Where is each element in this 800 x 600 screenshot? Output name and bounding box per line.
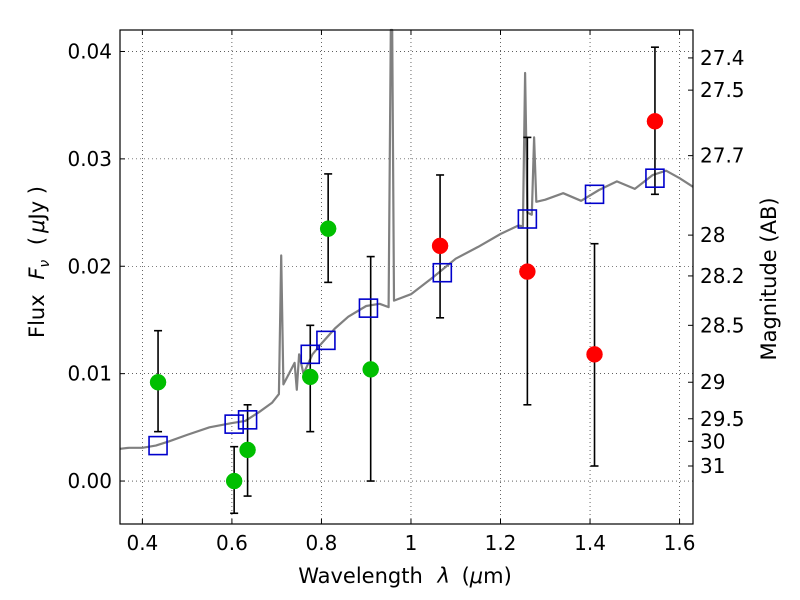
photometry-point: [149, 373, 167, 391]
photometry-point: [519, 263, 536, 280]
y2-axis-label: Magnitude (AB): [757, 197, 781, 360]
y-axis-label-symbol: F: [25, 267, 49, 280]
y2-tick-label: 27.5: [700, 78, 745, 102]
x-axis-label-text: Wavelength: [298, 564, 423, 588]
model-square-marker: [432, 262, 453, 283]
model-square-marker: [316, 330, 336, 351]
x-tick-label: 0.4: [126, 531, 158, 555]
model-square-marker: [224, 414, 244, 434]
y2-tick-label: 27.4: [700, 46, 745, 70]
model-spectrum: [119, 28, 694, 450]
x-tick-label: 0.6: [216, 531, 248, 555]
y2-tick-label: 30: [700, 429, 725, 453]
photometry-point: [225, 472, 243, 490]
y2-tick-label: 28.2: [700, 264, 745, 288]
model-spectrum-line: [119, 28, 694, 450]
y-axis-label-text: Flux: [25, 294, 49, 338]
y-axis-label: Flux Fν ( μJy ): [25, 186, 54, 338]
y-tick-label: 0.04: [67, 39, 112, 63]
y-tick-label: 0.02: [67, 254, 112, 278]
grid-lines: [120, 30, 693, 524]
x-tick-label: 1.4: [574, 531, 606, 555]
y2-tick-label: 29: [700, 370, 725, 394]
x-axis-label-unit-rest: m): [483, 564, 512, 588]
model-square-marker: [584, 184, 605, 205]
x-tick-label: 1: [405, 531, 418, 555]
data-markers: [148, 113, 665, 490]
y2-tick-label: 29.5: [700, 407, 745, 431]
x-axis-label-unit-mu: μ: [469, 564, 483, 588]
model-square-marker: [645, 168, 665, 188]
photometry-point: [239, 441, 256, 459]
photometry-point: [431, 237, 449, 255]
photometry-point: [646, 113, 664, 130]
photometry-point: [302, 368, 319, 386]
y-axis-label-unit-rest: Jy ): [25, 186, 49, 222]
x-axis-label: Wavelength λ (μm): [298, 564, 512, 588]
photometry-point: [586, 346, 603, 363]
model-square-marker: [517, 209, 538, 229]
x-tick-label: 0.8: [306, 531, 338, 555]
y-tick-label: 0.00: [67, 469, 112, 493]
y-tick-label: 0.03: [67, 147, 112, 171]
y-tick-label: 0.01: [67, 362, 112, 386]
model-square-marker: [358, 298, 379, 318]
x-tick-label: 1.6: [664, 531, 696, 555]
x-axis-label-unit-open: (: [462, 564, 470, 588]
y-axis-label-unit-mu: μ: [25, 219, 49, 233]
y2-tick-label: 27.7: [700, 144, 745, 168]
y2-tick-label: 28: [700, 223, 725, 247]
axis-ticks: 0.4 0.6 0.8 1 1.2 1.4 1.6 0.00 0.01 0.02 0.03 0.04 2…: [67, 30, 745, 555]
y-axis-label-unit-open: (: [25, 237, 49, 245]
error-bars: [154, 46, 659, 515]
y-axis-label-subscript: ν: [37, 260, 53, 268]
photometry-point: [319, 220, 337, 237]
model-square-marker: [148, 435, 168, 456]
x-tick-label: 1.2: [485, 531, 517, 555]
y2-tick-label: 28.5: [700, 313, 745, 337]
plot-frame: [119, 29, 694, 525]
model-square-marker: [237, 410, 258, 430]
x-axis-label-symbol: λ: [436, 564, 449, 588]
y2-tick-label: 31: [700, 454, 725, 478]
photometry-point: [362, 361, 379, 378]
model-square-marker: [300, 344, 321, 365]
